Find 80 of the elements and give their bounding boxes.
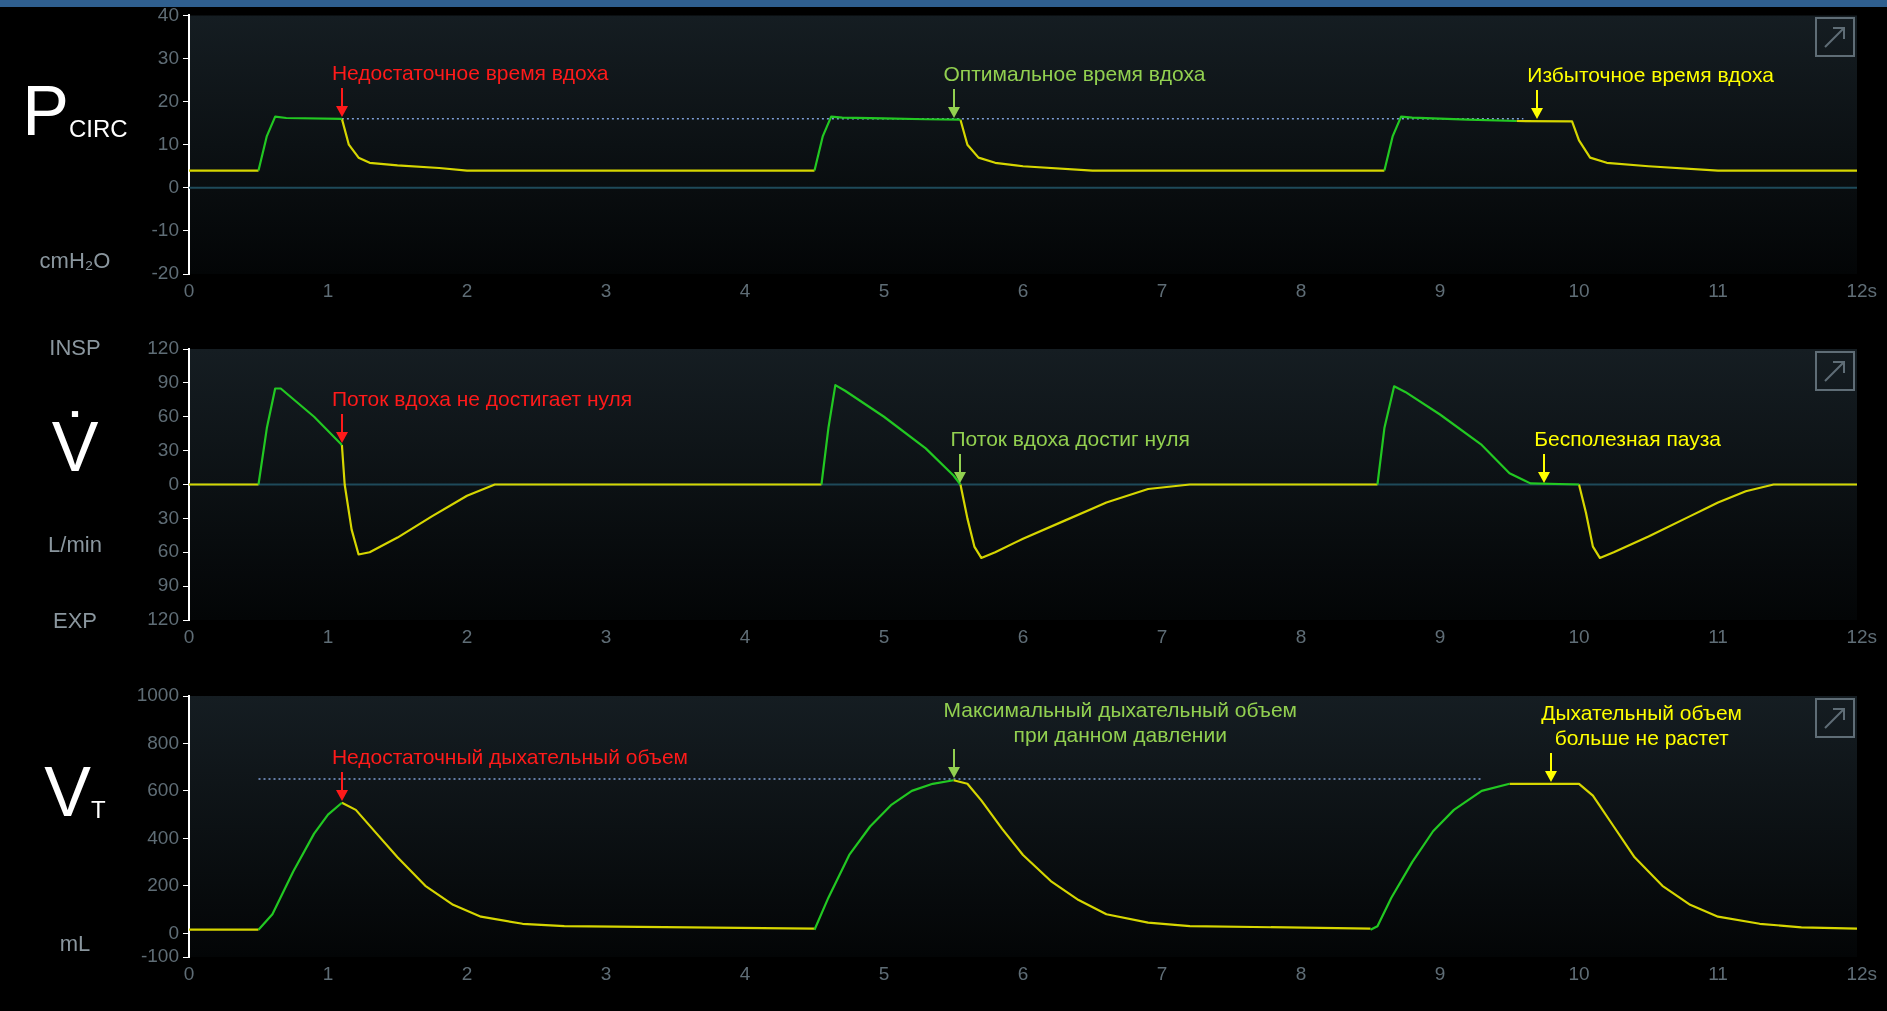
annotation: Поток вдоха достиг нуля [950,426,1190,450]
annotation: Избыточное время вдоха [1527,63,1775,87]
x-tick-label: 12 [1846,962,1868,984]
x-tick-label: 3 [600,279,612,301]
x-tick-label: 5 [878,279,890,301]
x-tick-label: 2 [461,625,473,647]
x-tick-label: 10 [1568,625,1590,647]
text: INSP [49,335,101,361]
x-tick-label: 0 [183,279,195,301]
x-tick-label: 4 [739,625,751,647]
y-tick-label: 600 [147,779,179,801]
y-tick-label: 0 [168,921,179,943]
annotation: Недостаточный дыхательный объем [331,745,689,769]
y-tick-label: 400 [147,826,179,848]
x-tick-label: 1 [322,625,334,647]
annotation: Оптимальное время вдоха [943,62,1206,85]
y-tick-label: 0 [168,176,179,198]
y-tick-label: -100 [140,945,179,967]
text: EXP [52,607,98,634]
y-tick-label: 40 [157,3,179,25]
x-tick-label: 9 [1434,625,1446,647]
y-tick-label: 60 [157,540,179,562]
x-tick-label: 2 [461,962,473,984]
x-tick-label: 1 [322,279,334,301]
y-tick-label: 120 [147,608,179,630]
x-tick-label: 7 [1156,279,1168,301]
x-tick-label: 6 [1017,279,1029,301]
x-tick-label: 8 [1295,625,1307,647]
x-tick-label: 9 [1434,962,1446,984]
y-tick-label: -10 [151,219,179,241]
x-tick-label: 6 [1017,625,1029,647]
y-tick-label: 10 [157,132,179,154]
x-tick-label: 8 [1295,279,1307,301]
y-tick-label: 30 [157,438,179,460]
x-tick-label: 1 [322,962,334,984]
y-tick-label: 90 [157,371,179,393]
y-tick-label: 30 [157,506,179,528]
x-tick-label: 0 [183,962,195,984]
y-tick-label: 1000 [136,684,179,706]
x-tick-label: 10 [1568,279,1590,301]
annotation: Поток вдоха не достигает нуля [331,387,633,411]
x-tick-label: 12 [1846,279,1868,301]
x-tick-label: 11 [1708,279,1728,301]
text: mL [59,931,91,957]
y-tick-label: -20 [151,262,179,284]
annotation: Максимальный дыхательный объем при данном давлении [943,697,1298,746]
x-tick-label: 4 [739,279,751,301]
x-tick-label: 3 [600,625,612,647]
y-tick-label: 200 [147,874,179,896]
y-tick-label: 60 [157,404,179,426]
x-tick-label: 7 [1156,962,1168,984]
text: L/min [48,532,102,559]
y-tick-label: 90 [157,574,179,596]
x-tick-label: 6 [1017,962,1029,984]
x-tick-label: 9 [1434,279,1446,301]
x-axis-title: s [1867,625,1878,647]
x-tick-label: 11 [1708,962,1728,984]
annotation: Дыхательный объем больше не растет [1541,701,1743,750]
text: cmH₂O [39,247,111,274]
y-tick-label: 800 [147,731,179,753]
y-tick-label: 120 [147,337,179,359]
x-tick-label: 5 [878,625,890,647]
x-tick-label: 3 [600,962,612,984]
x-tick-label: 11 [1708,625,1728,647]
y-axis-title: V̇ [51,407,99,486]
x-tick-label: 5 [878,962,890,984]
x-tick-label: 12 [1846,625,1868,647]
x-tick-label: 2 [461,279,473,301]
y-tick-label: 30 [157,46,179,68]
x-tick-label: 0 [183,625,195,647]
x-tick-label: 8 [1295,962,1307,984]
x-tick-label: 4 [739,962,751,984]
y-tick-label: 20 [157,89,179,111]
x-tick-label: 10 [1568,962,1590,984]
x-axis-title: s [1867,962,1878,984]
y-tick-label: 0 [168,472,179,494]
x-axis-title: s [1867,279,1878,301]
x-tick-label: 7 [1156,625,1168,647]
annotation: Бесполезная пауза [1534,426,1722,450]
annotation: Недостаточное время вдоха [331,61,609,85]
